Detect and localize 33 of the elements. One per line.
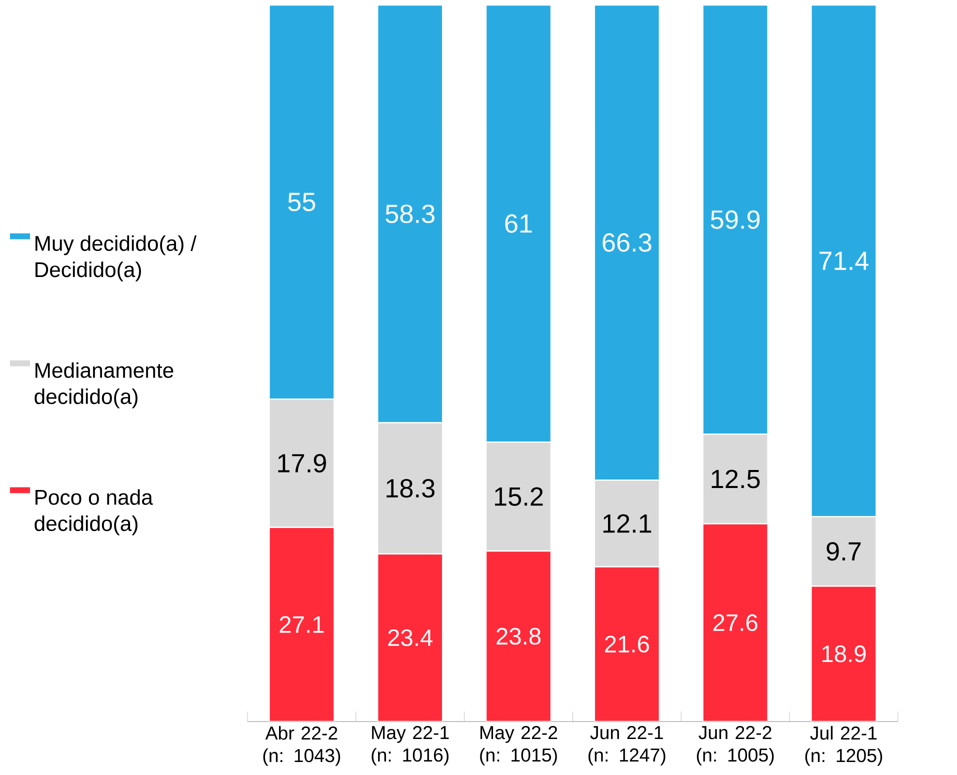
data-label: 18.9 (822, 645, 866, 662)
x-tick-label: May 22-1 (n: 1016) (372, 726, 449, 766)
data-label: 61 (505, 214, 532, 233)
data-label: 27.1 (280, 616, 324, 633)
data-label: 66.3 (602, 233, 652, 252)
data-label: 12.1 (603, 514, 652, 533)
x-tick-label: Jul 22-1 (n: 1205) (805, 726, 882, 766)
bar (594, 566, 660, 722)
data-label: 23.8 (496, 628, 541, 645)
data-label: 18.3 (386, 479, 434, 498)
bar (702, 523, 768, 722)
data-label: 59.9 (710, 210, 760, 229)
data-label: 58.3 (386, 204, 434, 224)
bar (376, 553, 444, 722)
bar (268, 526, 335, 722)
bar (810, 585, 877, 722)
bar (485, 550, 552, 722)
legend-label: Poco o nada decidido(a) (34, 489, 153, 536)
x-tick-label: Jun 22-1 (n: 1247) (588, 726, 666, 766)
data-label: 15.2 (495, 487, 543, 506)
data-label: 17.9 (278, 454, 326, 472)
data-label: 9.7 (826, 542, 861, 561)
legend-label: Muy decidido(a) / Decidido(a) (36, 235, 197, 282)
data-label: 21.6 (605, 636, 649, 653)
data-label: 27.6 (713, 614, 758, 632)
data-label: 71.4 (820, 252, 868, 270)
legend-label: Medianamente decidido(a) (34, 362, 174, 408)
data-label: 55 (288, 192, 316, 212)
x-tick-label: May 22-2 (n: 1015) (480, 726, 558, 766)
x-tick-label: Jun 22-2 (n: 1005) (696, 726, 774, 766)
x-tick-label: Abr 22-2 (n: 1043) (263, 726, 340, 766)
data-label: 12.5 (712, 470, 760, 488)
data-label: 23.4 (388, 629, 432, 646)
